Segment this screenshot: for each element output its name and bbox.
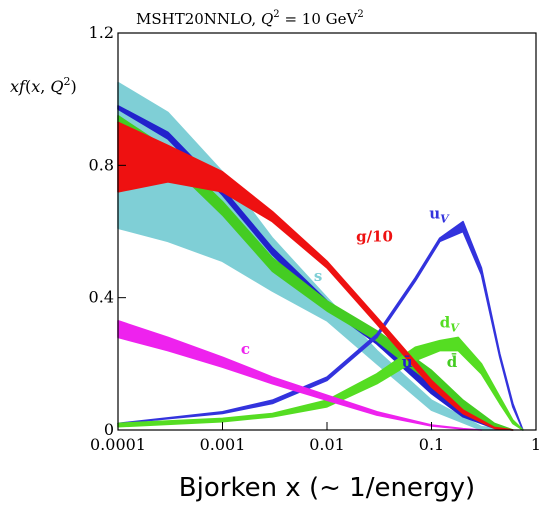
y-tick-label: 1.2: [89, 23, 114, 42]
series-label-s-0: s: [314, 267, 322, 285]
series-label-d--2: d̄: [447, 352, 458, 371]
series-label-c-6: c: [241, 340, 250, 358]
x-axis-label: Bjorken x (~ 1/energy): [179, 473, 475, 503]
band-d-v-4: [117, 336, 524, 431]
y-tick-label: 0.4: [89, 288, 114, 307]
x-tick-label: 0.001: [200, 435, 246, 454]
x-tick-label: 0.0001: [90, 435, 146, 454]
y-axis-label: xf(x, Q2): [10, 75, 77, 96]
pdf-bands: [117, 81, 524, 431]
series-labels: s ū d̄ uV dV g/10 c: [241, 204, 460, 371]
x-tick-label: 0.1: [419, 435, 444, 454]
band-g-10-5: [117, 121, 514, 431]
y-tick-label: 0.8: [89, 155, 114, 174]
series-label-g-10-5: g/10: [356, 227, 393, 245]
axis-ticks: 0.0001 0.001 0.01 0.1 1 0 0.4 0.8 1.2: [89, 23, 540, 454]
series-label-u-v-3: uV: [429, 204, 450, 225]
y-tick-label: 0: [104, 420, 114, 439]
x-tick-label: 1: [531, 435, 540, 454]
series-label-d-v-4: dV: [440, 313, 461, 334]
chart-title: MSHT20NNLO, Q2 = 10 GeV2: [136, 9, 364, 28]
x-tick-label: 0.01: [309, 435, 345, 454]
series-label---1: ū: [402, 353, 413, 371]
